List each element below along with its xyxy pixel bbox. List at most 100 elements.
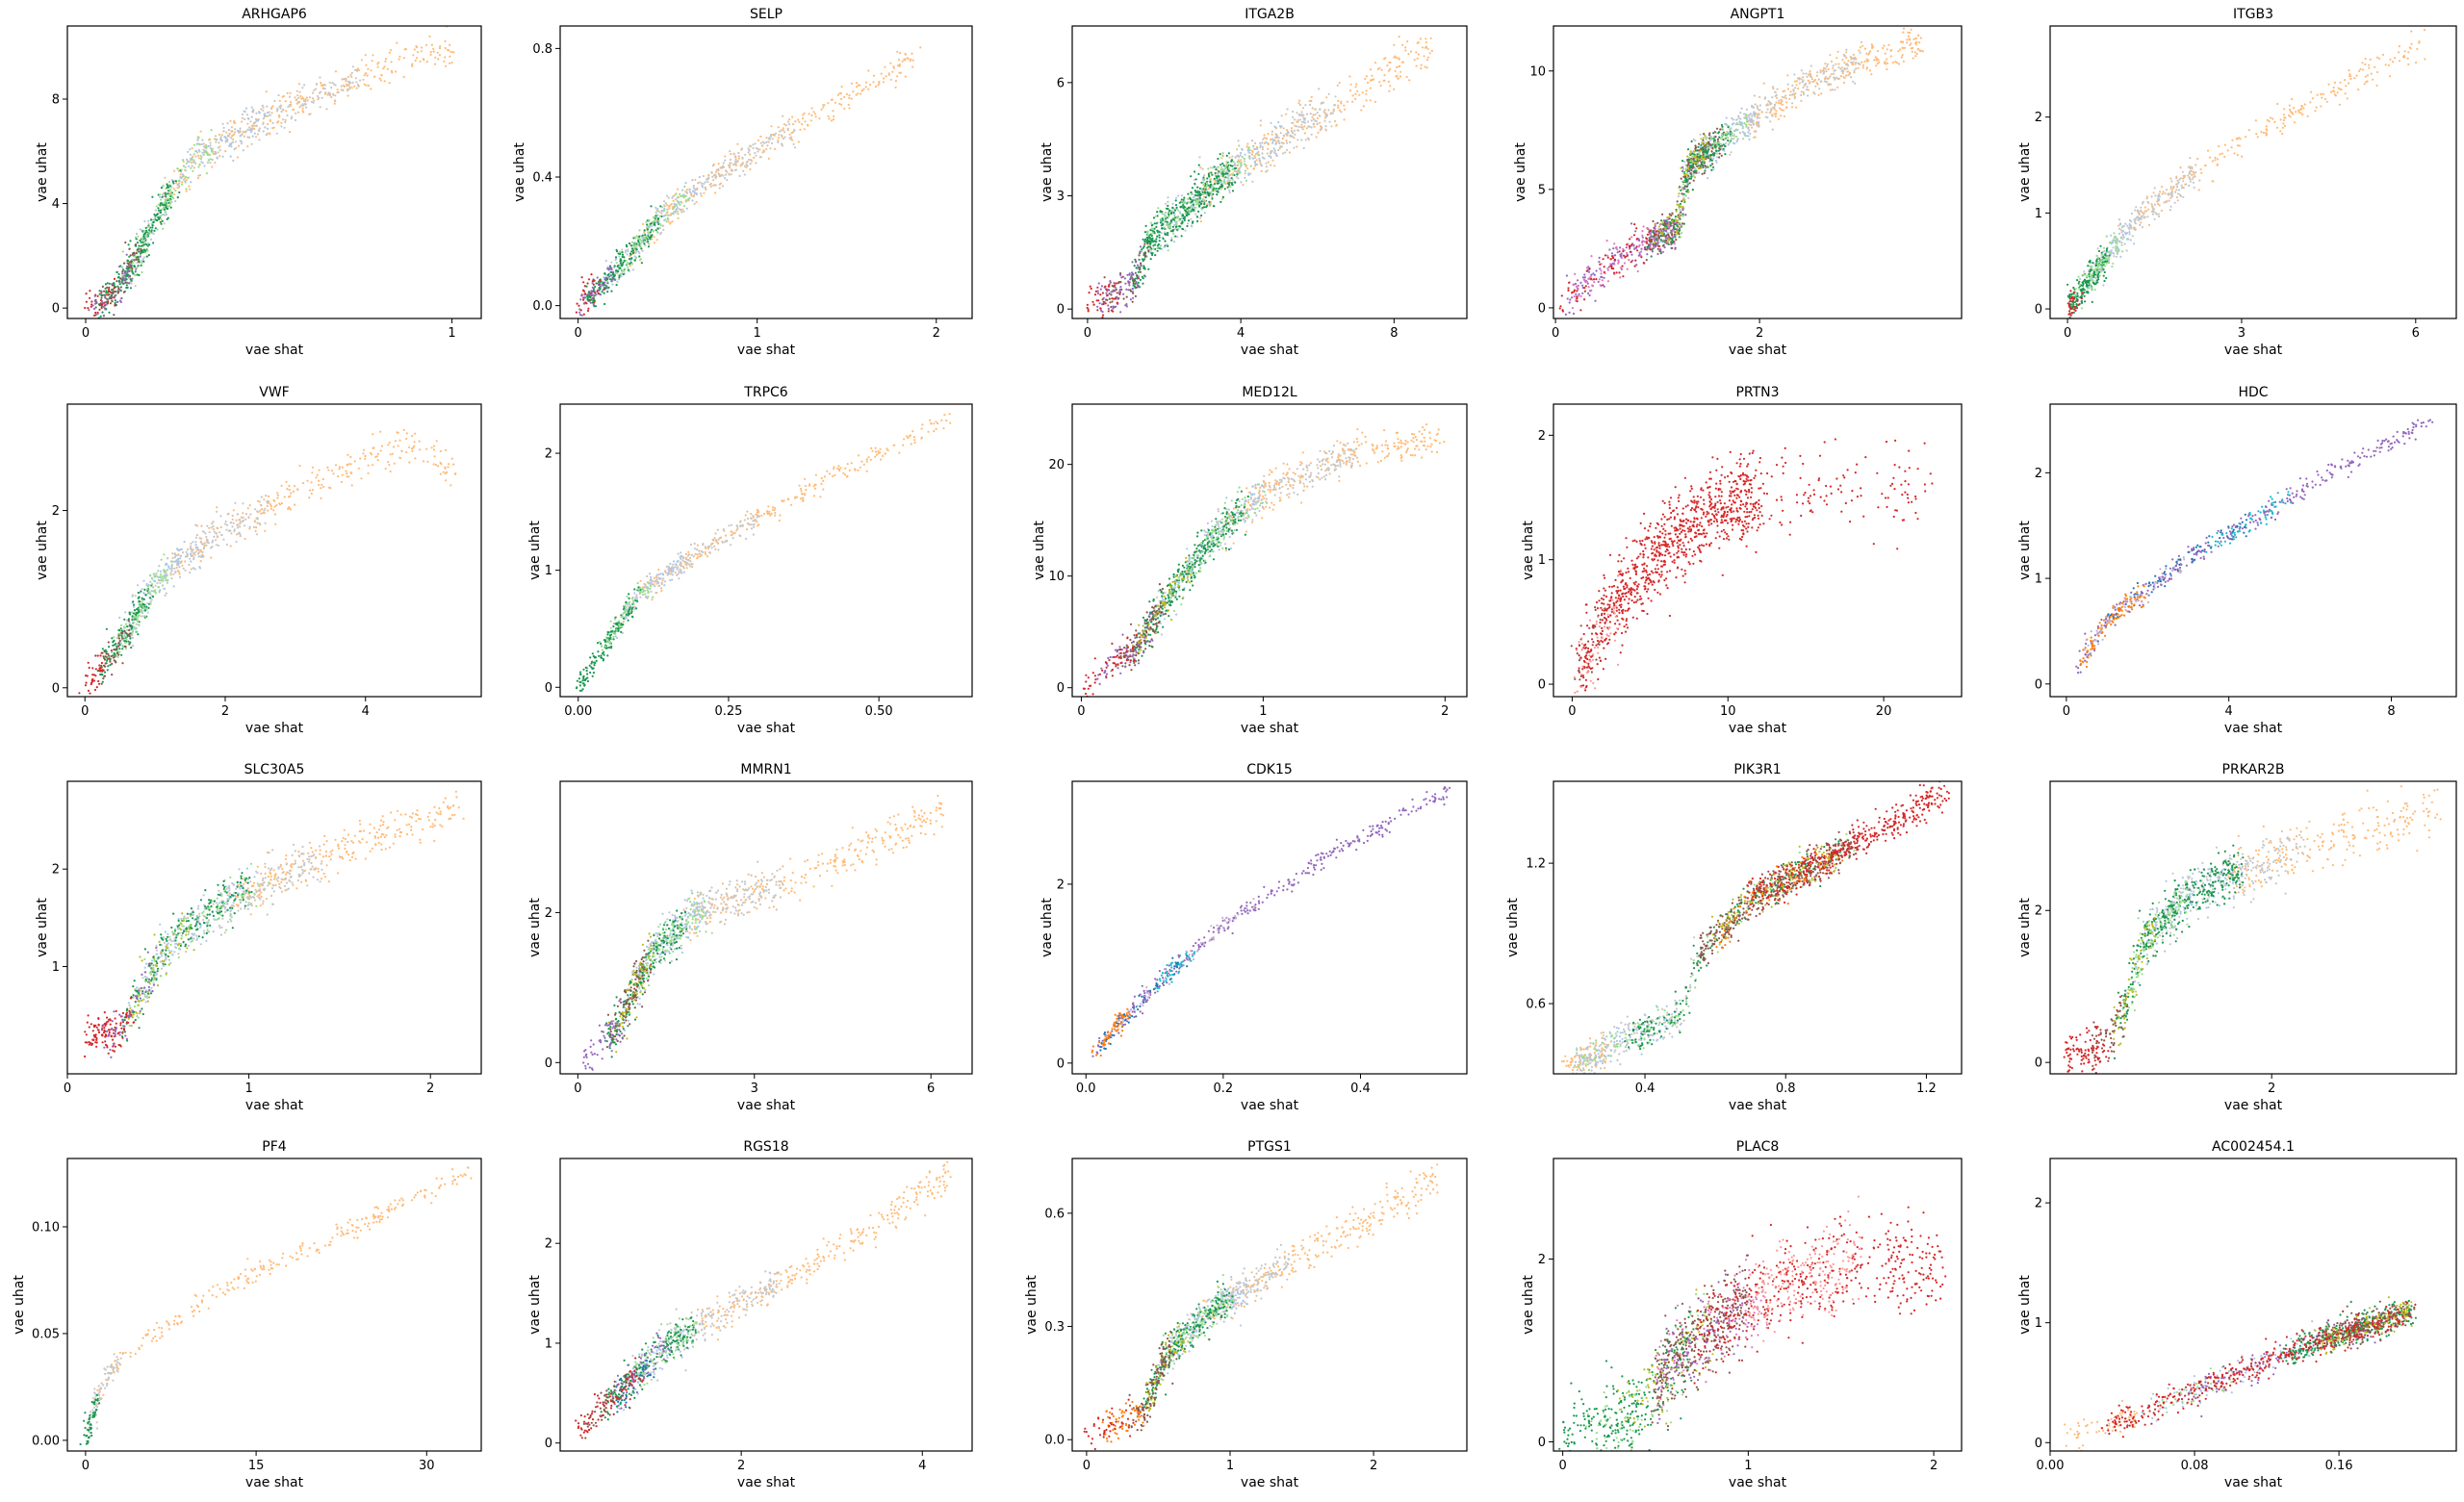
data-point <box>363 74 366 77</box>
data-point <box>144 251 147 254</box>
data-point <box>822 106 825 109</box>
data-point <box>1729 135 1732 138</box>
data-point <box>1298 103 1301 107</box>
data-point <box>1122 293 1125 295</box>
data-point <box>1194 178 1197 181</box>
data-point <box>107 300 110 303</box>
data-point <box>131 277 134 280</box>
data-point <box>319 106 321 109</box>
data-point <box>137 235 140 238</box>
data-point <box>674 209 678 212</box>
data-point <box>1141 258 1144 261</box>
data-point <box>142 235 145 238</box>
data-point <box>412 54 415 57</box>
data-point <box>1150 234 1153 238</box>
data-point <box>1303 125 1306 128</box>
data-point <box>1249 165 1252 167</box>
data-point <box>1119 272 1122 275</box>
data-point <box>218 141 220 144</box>
data-point <box>275 132 278 135</box>
data-point <box>1258 160 1262 163</box>
data-point <box>365 64 368 66</box>
data-point <box>1706 141 1708 144</box>
data-point <box>1105 288 1108 291</box>
data-point <box>1335 123 1338 126</box>
data-point <box>216 157 218 160</box>
data-point <box>748 158 751 162</box>
data-point <box>1430 49 1433 53</box>
data-point <box>1705 155 1707 159</box>
data-point <box>1654 239 1656 242</box>
data-point <box>1146 230 1149 233</box>
data-point <box>1142 245 1145 248</box>
data-point <box>595 293 598 296</box>
data-point <box>1259 144 1262 147</box>
data-point <box>116 276 119 279</box>
data-point <box>1154 254 1157 257</box>
data-point <box>1709 165 1712 167</box>
data-point <box>280 125 283 128</box>
data-point <box>1126 273 1129 276</box>
data-point <box>1118 293 1121 295</box>
data-point <box>1334 95 1337 98</box>
data-point <box>1884 62 1886 64</box>
data-point <box>1771 128 1774 131</box>
data-point <box>788 123 791 126</box>
data-point <box>1868 51 1871 55</box>
data-point <box>1221 197 1224 200</box>
data-point <box>1142 258 1146 261</box>
data-point <box>1753 111 1756 114</box>
data-point <box>1169 220 1172 223</box>
data-point <box>592 283 595 286</box>
data-point <box>1259 124 1262 127</box>
data-point <box>1424 38 1427 40</box>
data-point <box>765 137 768 140</box>
data-point <box>1108 297 1111 300</box>
data-point <box>1212 166 1215 169</box>
data-point <box>691 179 694 182</box>
data-point <box>604 260 607 263</box>
data-point <box>112 282 115 285</box>
data-point <box>1822 72 1825 75</box>
data-point <box>243 135 245 138</box>
data-point <box>1152 216 1156 219</box>
data-point <box>228 142 231 145</box>
data-point <box>598 287 601 290</box>
data-point <box>1721 134 1724 137</box>
data-point <box>1222 176 1225 179</box>
data-point <box>578 311 581 314</box>
data-point <box>251 127 254 130</box>
data-point <box>1682 183 1685 186</box>
data-point <box>396 41 398 44</box>
data-point <box>733 160 737 163</box>
data-point <box>1689 166 1692 169</box>
data-point <box>590 298 593 301</box>
data-point <box>415 57 419 60</box>
data-point <box>1337 104 1340 107</box>
data-point <box>1746 120 1749 123</box>
data-point <box>626 245 629 248</box>
data-point <box>191 165 193 167</box>
x-tick-label: 4 <box>1237 326 1245 341</box>
data-point <box>1242 184 1245 187</box>
data-point <box>1815 74 1818 77</box>
data-point <box>201 139 204 141</box>
data-point <box>1086 306 1089 309</box>
data-point <box>1171 230 1174 233</box>
data-point <box>828 117 831 120</box>
data-point <box>226 140 229 142</box>
data-point <box>269 132 271 135</box>
data-point <box>1173 209 1176 212</box>
data-point <box>1682 222 1685 225</box>
data-point <box>1706 152 1708 155</box>
data-point <box>1884 52 1886 55</box>
data-point <box>138 250 141 253</box>
data-point <box>1689 177 1693 180</box>
data-point <box>1399 70 1402 73</box>
data-point <box>1704 153 1707 156</box>
data-point <box>656 227 659 230</box>
data-point <box>93 299 96 302</box>
data-point <box>136 242 140 244</box>
data-point <box>114 301 116 304</box>
data-point <box>144 239 147 242</box>
